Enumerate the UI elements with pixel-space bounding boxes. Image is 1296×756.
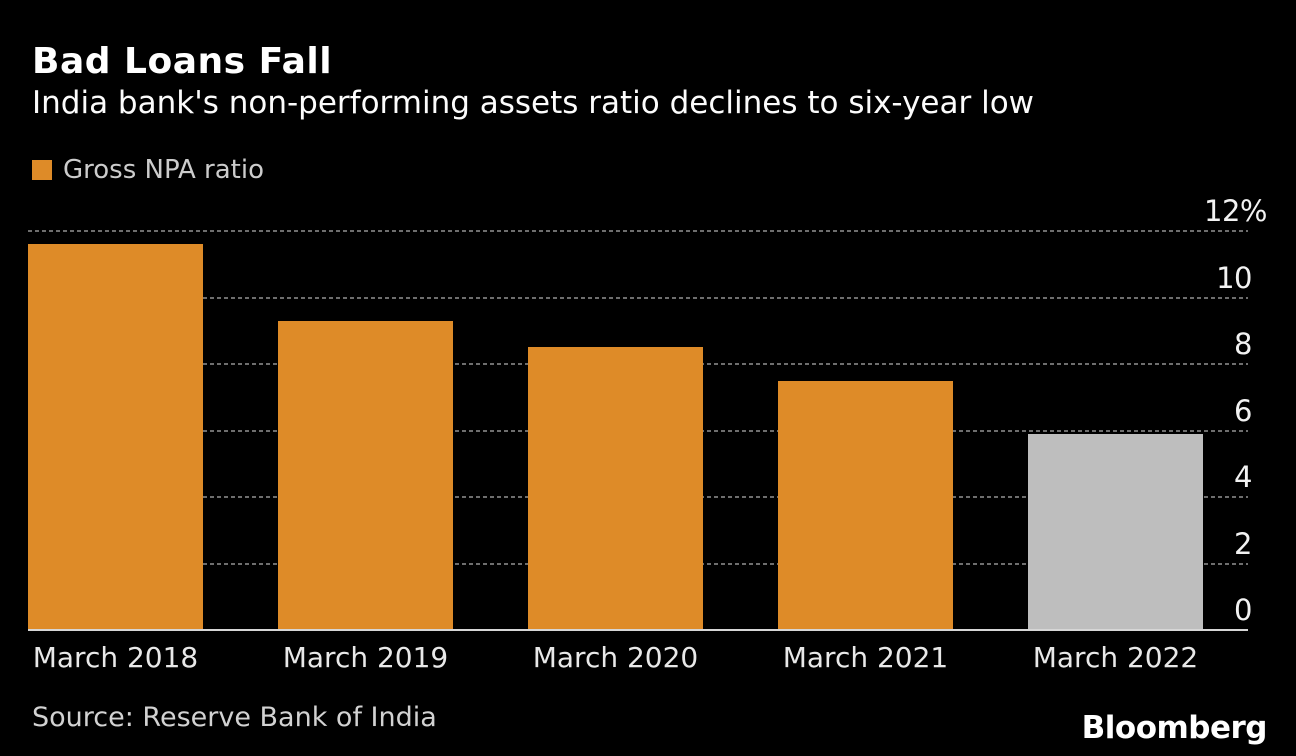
source-note: Source: Reserve Bank of India: [32, 702, 437, 733]
x-axis-tick-label: March 2018: [32, 641, 199, 674]
y-axis-tick-label: 4: [1234, 460, 1252, 494]
y-axis-tick-label: 12%: [1204, 194, 1267, 228]
x-axis-line: [28, 629, 1248, 631]
x-axis-tick-label: March 2022: [1032, 641, 1199, 674]
x-axis-tick-label: March 2021: [782, 641, 949, 674]
y-axis-tick-label: 2: [1234, 526, 1252, 561]
page-title: Bad Loans Fall: [32, 41, 333, 82]
x-axis-tick-label: March 2019: [282, 641, 449, 674]
bar-march-2019: [278, 320, 453, 630]
legend-label: Gross NPA ratio: [63, 155, 264, 185]
page-subtitle: India bank's non-performing assets ratio…: [32, 85, 1035, 121]
y-axis-tick-label: 8: [1234, 327, 1252, 361]
bloomberg-logo: Bloomberg: [1081, 710, 1268, 746]
bar-march-2022: [1028, 433, 1203, 630]
y-axis-tick-label: 10: [1216, 260, 1252, 295]
gridline: [28, 230, 1248, 232]
y-axis-tick-label: 0: [1234, 593, 1252, 627]
x-axis-tick-label: March 2020: [532, 641, 699, 674]
gridline: [28, 296, 1248, 299]
bar-march-2020: [528, 347, 703, 630]
bar-march-2018: [28, 244, 203, 630]
legend-swatch-icon: [32, 160, 52, 180]
bar-march-2021: [778, 380, 953, 630]
y-axis-tick-label: 6: [1234, 393, 1252, 428]
legend: Gross NPA ratio: [32, 157, 264, 183]
